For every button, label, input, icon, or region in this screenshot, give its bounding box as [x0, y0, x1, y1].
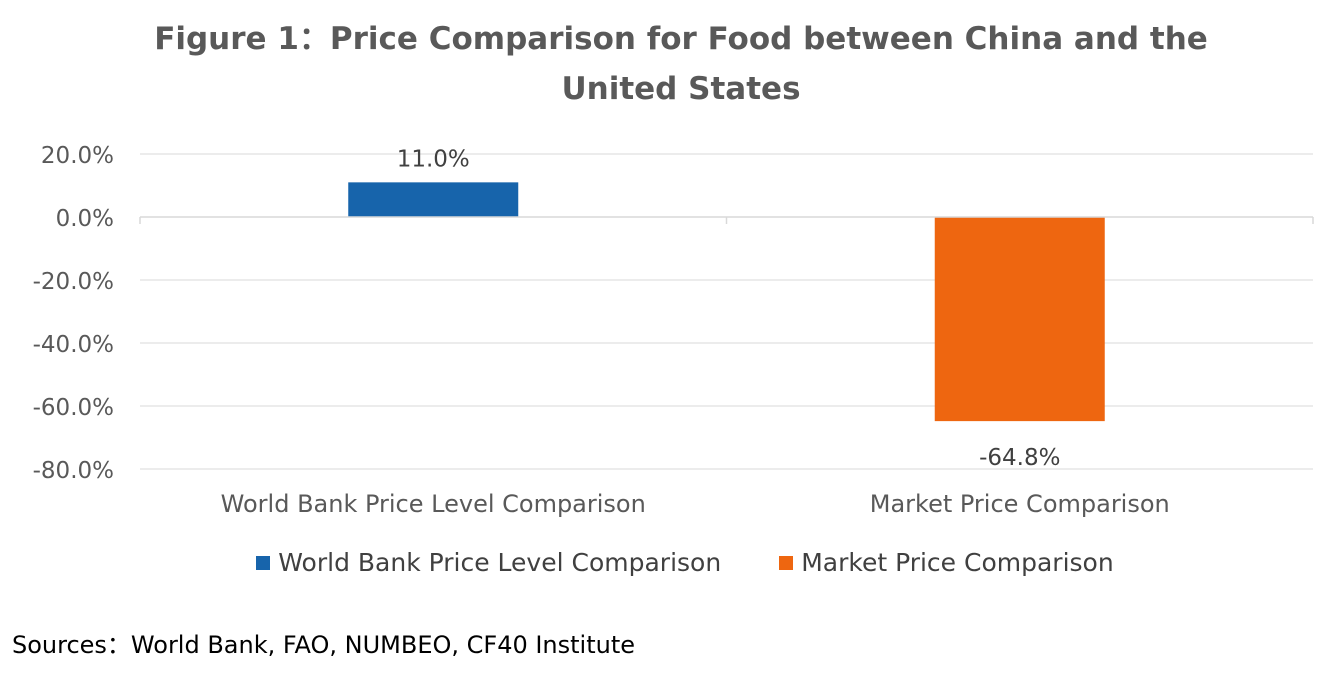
legend-label-world-bank: World Bank Price Level Comparison	[278, 548, 722, 577]
y-tick-label: -20.0%	[33, 269, 114, 295]
legend-swatch-market-price	[779, 555, 794, 570]
category-label-1: Market Price Comparison	[870, 490, 1170, 518]
y-tick-label: -40.0%	[33, 332, 114, 358]
y-tick-label: -80.0%	[33, 458, 114, 484]
zero-axis	[139, 216, 1314, 224]
y-axis-tick-labels: 20.0% 0.0% -20.0% -40.0% -60.0% -80.0%	[33, 143, 114, 484]
legend-swatch-world-bank	[256, 555, 271, 570]
category-label-0: World Bank Price Level Comparison	[221, 490, 646, 518]
bar-chart: 20.0% 0.0% -20.0% -40.0% -60.0% -80.0% 11.0% -…	[33, 143, 1314, 518]
chart-title-line-2: United States	[561, 71, 801, 107]
gridlines	[140, 153, 1313, 470]
bars	[348, 182, 1105, 422]
source-note: Sources：World Bank, FAO, NUMBEO, CF40 In…	[12, 631, 636, 659]
y-tick-label: 20.0%	[41, 143, 114, 169]
bar-0	[348, 182, 519, 217]
legend-item-world-bank: World Bank Price Level Comparison	[256, 548, 721, 577]
legend-label-market-price: Market Price Comparison	[801, 548, 1114, 577]
legend-item-market-price: Market Price Comparison	[779, 548, 1114, 577]
bar-1	[934, 217, 1105, 422]
data-label-1: -64.8%	[979, 445, 1060, 471]
data-labels: 11.0% -64.8%	[397, 146, 1061, 471]
y-tick-label: 0.0%	[56, 206, 114, 232]
x-axis-category-labels: World Bank Price Level Comparison Market …	[221, 490, 1170, 518]
y-tick-label: -60.0%	[33, 395, 114, 421]
legend: World Bank Price Level Comparison Market…	[0, 548, 1332, 577]
chart-title: Figure 1：Price Comparison for Food betwe…	[0, 14, 1332, 114]
data-label-0: 11.0%	[397, 146, 470, 172]
chart-title-line-1: Figure 1：Price Comparison for Food betwe…	[154, 21, 1208, 57]
